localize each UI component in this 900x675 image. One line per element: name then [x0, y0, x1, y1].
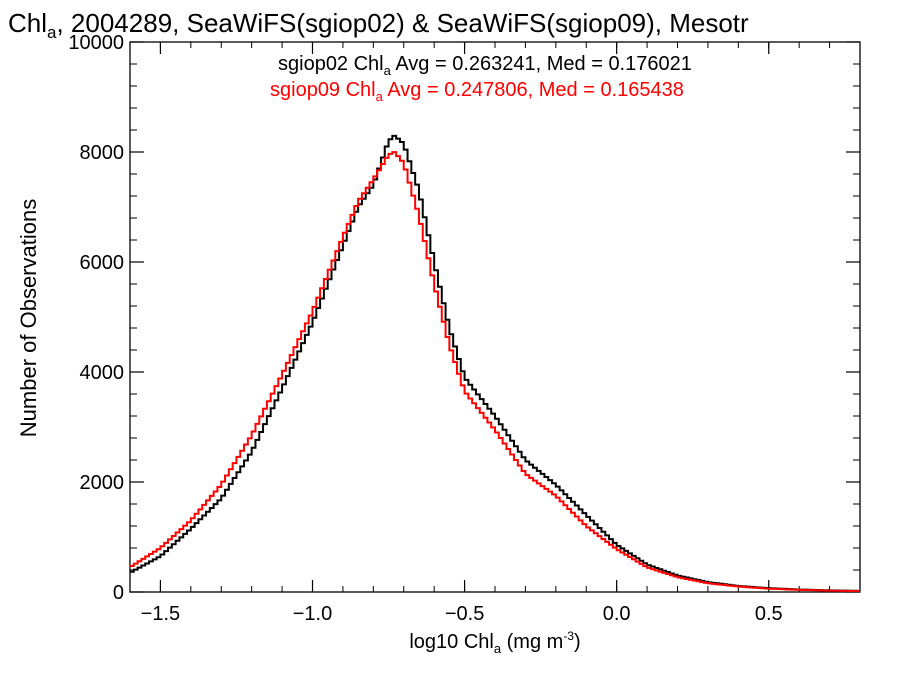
legend-entry-sgiop09: sgiop09 Chla Avg = 0.247806, Med = 0.165…	[270, 79, 684, 104]
y-tick-label: 8000	[80, 142, 125, 164]
y-axis-label: Number of Observations	[16, 199, 41, 437]
x-axis-label: log10 Chla (mg m-3)	[409, 629, 580, 656]
x-tick-label: −1.0	[293, 603, 332, 625]
y-tick-label: 10000	[68, 32, 124, 54]
series-group	[130, 134, 860, 593]
series-line-sgiop09	[130, 151, 860, 593]
chart-title: Chla, 2004289, SeaWiFS(sgiop02) & SeaWiF…	[8, 8, 749, 42]
y-tick-label: 2000	[80, 472, 125, 494]
y-tick-label: 6000	[80, 252, 125, 274]
x-tick-label: 0.0	[603, 603, 631, 625]
x-tick-label: 0.5	[755, 603, 783, 625]
y-tick-label: 0	[113, 582, 124, 604]
x-tick-label: −1.5	[141, 603, 180, 625]
legend-entry-sgiop02: sgiop02 Chla Avg = 0.263241, Med = 0.176…	[278, 53, 692, 78]
axis-ticks: −1.5 −1.0 −0.5 0.0 0.5 0 2000 4000 6000 8000 10000	[68, 32, 861, 625]
y-tick-label: 4000	[80, 362, 125, 384]
plot-frame	[129, 41, 861, 593]
series-line-sgiop02	[130, 134, 860, 592]
x-tick-label: −0.5	[445, 603, 484, 625]
